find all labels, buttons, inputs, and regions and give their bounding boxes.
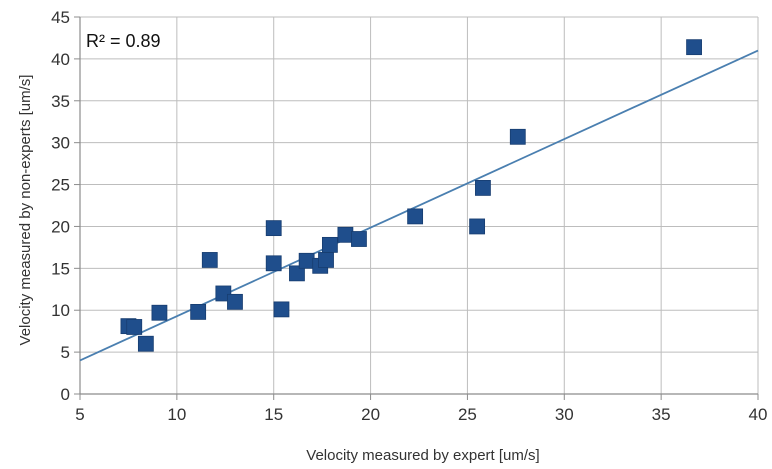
x-tick-labels: 5 10 15 20 25 30 35 40 [75,405,767,424]
y-tick-labels: 0 5 10 15 20 25 30 35 40 45 [51,8,70,404]
y-tick-label: 5 [61,343,70,362]
y-tick-label: 25 [51,176,70,195]
x-tick-label: 20 [361,405,380,424]
x-axis-title: Velocity measured by expert [um/s] [306,447,539,464]
data-point [126,319,143,335]
x-tick-label: 5 [75,405,84,424]
data-point [298,252,315,269]
data-points [120,39,702,352]
data-point [227,293,243,310]
data-point [318,252,334,268]
data-point [321,236,338,253]
x-tick-label: 15 [264,405,283,424]
y-tick-label: 0 [61,385,70,404]
data-point [289,265,305,282]
data-point [407,208,424,225]
axes [74,16,759,400]
data-point [265,220,282,237]
x-tick-label: 30 [555,405,574,424]
data-point [469,218,486,235]
data-point [509,128,526,145]
trendline [79,49,759,362]
data-point [273,301,290,318]
data-point [190,303,207,320]
data-point [686,39,702,56]
data-point [137,335,154,352]
y-tick-label: 40 [51,50,70,69]
gridlines [80,16,759,394]
data-point [475,180,491,196]
y-tick-label: 20 [51,217,70,236]
trendline-layer [79,49,759,362]
data-point [337,226,354,243]
y-tick-label: 10 [51,301,70,320]
r-squared-annotation: R² = 0.89 [86,31,161,51]
y-tick-label: 15 [51,259,70,278]
data-point [265,255,282,272]
y-tick-label: 45 [51,8,70,27]
data-point [201,252,218,268]
data-point [351,231,367,247]
x-tick-label: 35 [652,405,671,424]
x-tick-label: 25 [458,405,477,424]
y-tick-label: 30 [51,134,70,153]
x-tick-label: 40 [749,405,768,424]
data-point [151,304,168,321]
y-axis-title: Velocity measured by non-experts [um/s] [17,75,34,346]
x-tick-label: 10 [167,405,186,424]
y-tick-label: 35 [51,92,70,111]
